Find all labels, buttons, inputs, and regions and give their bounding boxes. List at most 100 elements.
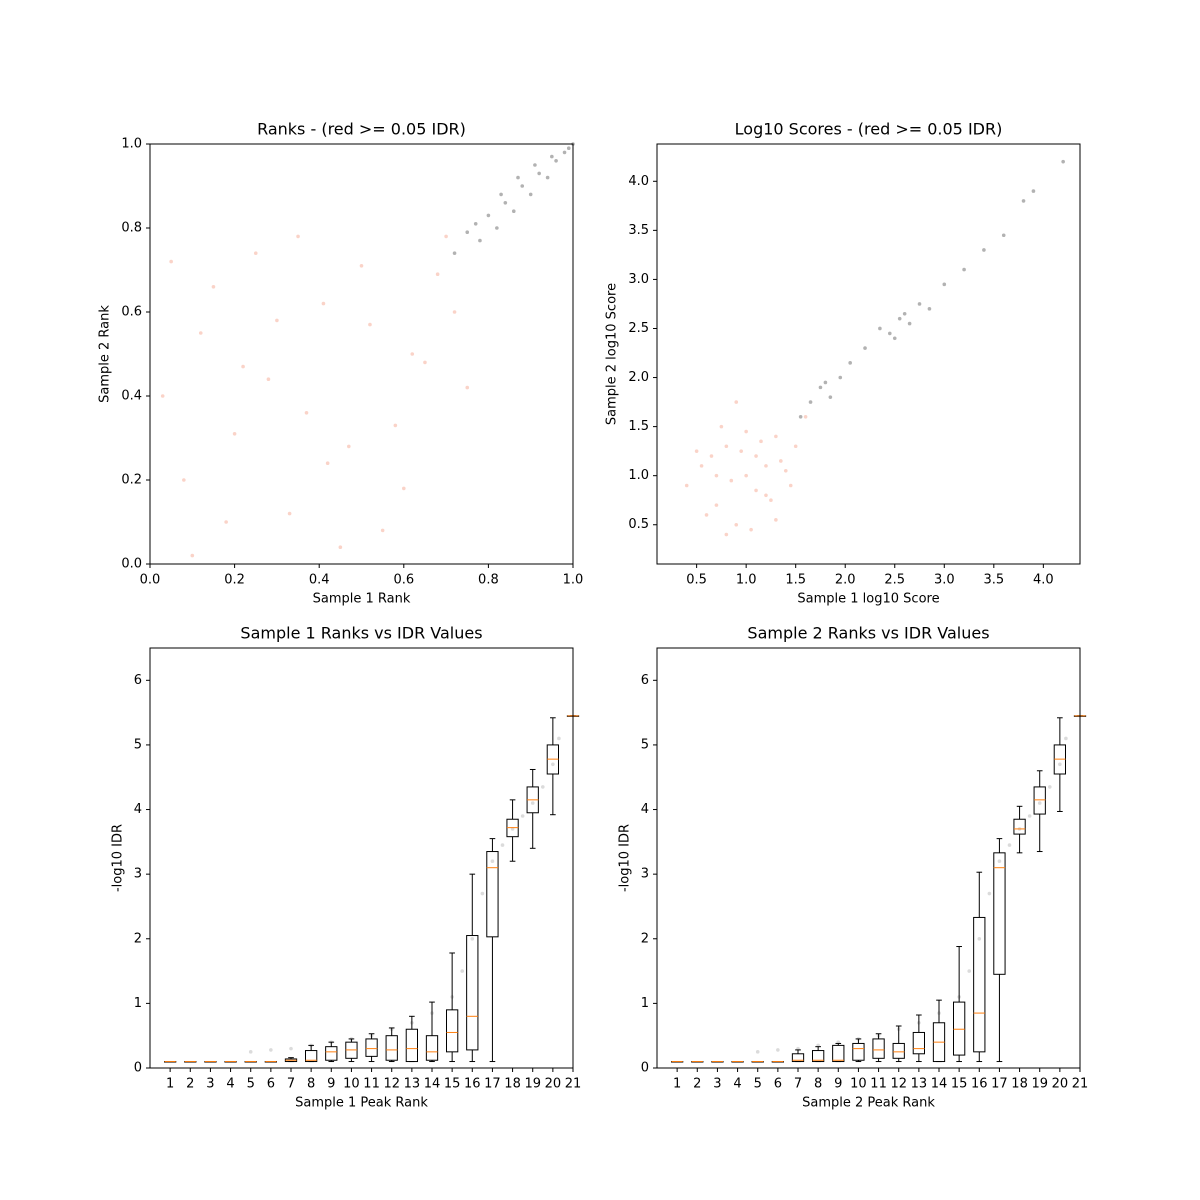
point	[783, 468, 788, 473]
point	[704, 513, 709, 517]
point	[749, 527, 753, 532]
point	[465, 385, 470, 390]
box	[953, 1001, 966, 1056]
point	[1047, 785, 1052, 789]
point	[907, 321, 912, 326]
box	[832, 1044, 845, 1063]
y-tick-label: 1	[641, 996, 649, 1011]
x-tick-label: 21	[565, 1077, 582, 1092]
point	[499, 192, 503, 197]
point	[962, 267, 966, 272]
point	[266, 377, 271, 382]
y-tick-label: 5	[134, 737, 142, 752]
point	[774, 434, 778, 439]
y-tick-label: 4	[134, 802, 142, 817]
point	[714, 503, 719, 507]
point	[902, 311, 907, 316]
point	[942, 282, 947, 287]
point	[325, 461, 330, 466]
point	[694, 449, 699, 453]
point	[232, 432, 237, 436]
point	[473, 222, 478, 226]
axes-frame	[656, 143, 1081, 565]
x-tick-label: 8	[307, 1077, 315, 1092]
y-tick-label: 4.0	[628, 174, 649, 189]
y-tick-label: 0	[641, 1061, 649, 1076]
x-tick-label: 6	[774, 1077, 782, 1092]
box	[405, 1028, 418, 1063]
box	[425, 1035, 439, 1061]
y-axis-label: Sample 2 log10 Score	[605, 283, 620, 425]
box	[325, 1046, 338, 1061]
point	[444, 234, 448, 239]
x-tick-label: 19	[524, 1077, 541, 1092]
point	[537, 171, 541, 176]
x-tick-label: 18	[504, 1077, 521, 1092]
x-tick-label: 0.6	[393, 573, 414, 588]
y-tick-label: 0.2	[121, 473, 142, 488]
x-tick-label: 19	[1031, 1077, 1048, 1092]
x-tick-label: 11	[870, 1077, 887, 1092]
axes-frame	[149, 143, 574, 565]
point	[253, 251, 258, 255]
point	[190, 553, 195, 558]
point	[774, 518, 778, 522]
point	[321, 301, 326, 306]
point	[511, 209, 516, 213]
point	[516, 175, 520, 180]
x-tick-label: 3.0	[934, 573, 955, 588]
x-tick-label: 1	[673, 1077, 681, 1092]
x-tick-label: 12	[383, 1077, 400, 1092]
x-tick-label: 0.0	[140, 573, 161, 588]
point	[793, 444, 798, 449]
point	[739, 449, 744, 453]
point	[368, 322, 372, 327]
x-tick-label: 3	[713, 1077, 721, 1092]
point	[887, 331, 892, 336]
y-axis-label: -log10 IDR	[618, 824, 633, 892]
x-tick-label: 2.0	[835, 573, 856, 588]
point	[393, 423, 398, 428]
x-tick-label: 16	[464, 1077, 481, 1092]
x-tick-label: 5	[754, 1077, 762, 1092]
box	[466, 935, 479, 1051]
point	[987, 891, 992, 896]
y-tick-label: 0.6	[121, 305, 142, 320]
y-tick-label: 0.5	[628, 517, 649, 532]
x-tick-label: 1	[166, 1077, 174, 1092]
x-tick-label: 1.0	[736, 573, 757, 588]
x-tick-label: 12	[890, 1077, 907, 1092]
point	[160, 394, 165, 398]
y-tick-label: 1.0	[121, 137, 142, 152]
y-tick-label: 1	[134, 996, 142, 1011]
point	[724, 444, 729, 449]
x-tick-label: 2	[186, 1077, 194, 1092]
point	[557, 736, 561, 741]
chart-title: Log10 Scores - (red >= 0.05 IDR)	[735, 120, 1003, 139]
point	[550, 154, 554, 159]
point	[724, 532, 729, 537]
point	[470, 936, 475, 941]
point	[402, 486, 406, 491]
y-tick-label: 0.8	[121, 221, 142, 236]
point	[897, 316, 902, 321]
point	[719, 424, 724, 429]
point	[465, 230, 470, 234]
x-tick-label: 4.0	[1033, 573, 1054, 588]
x-tick-label: 10	[850, 1077, 867, 1092]
x-tick-label: 2.5	[884, 573, 905, 588]
point	[224, 520, 228, 524]
point	[997, 859, 1002, 864]
x-axis-label: Sample 1 log10 Score	[797, 592, 939, 607]
y-tick-label: 4	[641, 802, 649, 817]
point	[967, 969, 972, 973]
point	[495, 226, 499, 230]
x-tick-label: 10	[343, 1077, 360, 1092]
x-tick-label: 20	[545, 1077, 562, 1092]
point	[423, 360, 427, 365]
x-tick-label: 11	[363, 1077, 380, 1092]
point	[338, 545, 343, 549]
point	[296, 234, 300, 239]
box	[973, 916, 986, 1053]
